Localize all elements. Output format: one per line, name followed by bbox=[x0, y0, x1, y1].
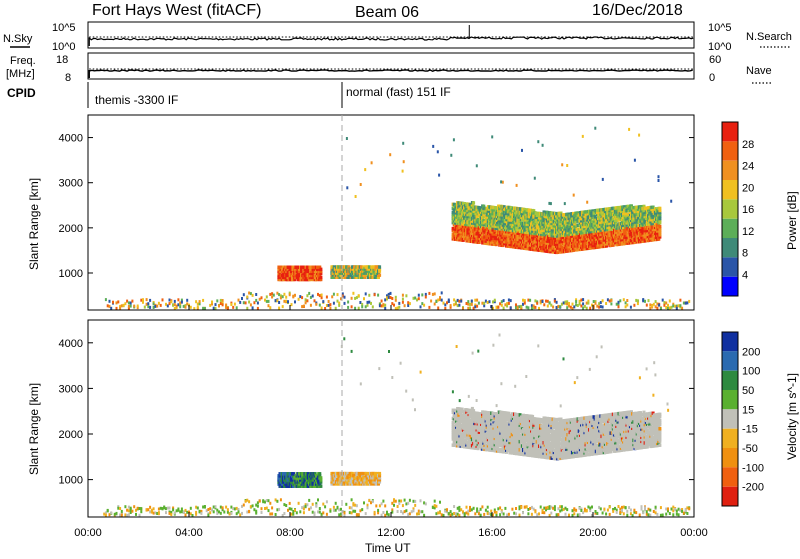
date-title: 16/Dec/2018 bbox=[592, 2, 683, 19]
nsky-trace bbox=[89, 25, 694, 46]
colorbar-tick: 15 bbox=[742, 404, 754, 416]
x-tick-label: 12:00 bbox=[377, 527, 405, 539]
nsky-tick-bottom: 10^0 bbox=[52, 41, 76, 53]
velocity-heatmap bbox=[103, 334, 690, 518]
x-tick-label: 16:00 bbox=[478, 527, 506, 539]
station-title: Fort Hays West (fitACF) bbox=[92, 2, 262, 19]
colorbar-tick: 28 bbox=[742, 139, 754, 151]
nave-tick-bottom: 0 bbox=[709, 72, 715, 84]
freq-trace bbox=[89, 69, 694, 78]
y-tick-label: 3000 bbox=[59, 178, 83, 190]
y-tick-label: 1000 bbox=[59, 268, 83, 280]
velocity-ylabel: Slant Range [km] bbox=[27, 383, 41, 475]
beam-title: Beam 06 bbox=[355, 4, 419, 21]
freq-panel: Freq. [MHz] 18 8 60 0 Nave bbox=[6, 53, 772, 84]
x-axis-label: Time UT bbox=[365, 541, 411, 554]
nsky-label: N.Sky bbox=[3, 33, 33, 45]
x-tick-label: 00:00 bbox=[680, 527, 708, 539]
nsearch-tick-top: 10^5 bbox=[708, 22, 732, 34]
freq-label: Freq. bbox=[10, 55, 36, 67]
x-tick-label: 08:00 bbox=[276, 527, 304, 539]
x-tick-label: 20:00 bbox=[579, 527, 607, 539]
power-heatmap bbox=[105, 127, 690, 310]
cpid-segment-1: themis -3300 IF bbox=[95, 93, 178, 107]
nave-tick-top: 60 bbox=[709, 54, 721, 66]
colorbar-tick: 20 bbox=[742, 182, 754, 194]
colorbar-tick: -200 bbox=[742, 482, 764, 494]
velocity-colorbar-label: Velocity [m s^-1] bbox=[785, 373, 799, 460]
nave-label: Nave bbox=[746, 65, 772, 77]
y-tick-label: 4000 bbox=[59, 133, 83, 145]
power-ylabel: Slant Range [km] bbox=[27, 178, 41, 270]
x-tick-label: 04:00 bbox=[175, 527, 203, 539]
colorbar-tick: 50 bbox=[742, 385, 754, 397]
colorbar-tick: 8 bbox=[742, 248, 748, 260]
y-tick-label: 4000 bbox=[59, 338, 83, 350]
cpid-segment-2: normal (fast) 151 IF bbox=[346, 85, 451, 99]
power-colorbar: 4 8 12 16 20 24 28 Power [dB] bbox=[722, 122, 799, 296]
colorbar-tick: 100 bbox=[742, 366, 760, 378]
velocity-panel: 1000 2000 3000 4000 Slant Range [km] 00:00 0… bbox=[27, 305, 708, 554]
nsky-tick-top: 10^5 bbox=[52, 22, 76, 34]
colorbar-tick: 4 bbox=[742, 269, 748, 281]
y-tick-label: 1000 bbox=[59, 475, 83, 487]
y-tick-label: 3000 bbox=[59, 383, 83, 395]
nsearch-label: N.Search bbox=[746, 31, 792, 43]
colorbar-tick: 12 bbox=[742, 226, 754, 238]
colorbar-tick: 16 bbox=[742, 204, 754, 216]
nsearch-tick-bottom: 10^0 bbox=[708, 41, 732, 53]
nsky-panel: N.Sky 10^5 10^0 10^5 10^0 N.Search bbox=[3, 22, 792, 53]
cpid-label: CPID bbox=[7, 86, 36, 100]
colorbar-tick: 200 bbox=[742, 346, 760, 358]
colorbar-tick: -15 bbox=[742, 424, 758, 436]
power-panel: 1000 2000 3000 4000 Slant Range [km] bbox=[27, 115, 694, 310]
colorbar-tick: 24 bbox=[742, 161, 754, 173]
y-tick-label: 2000 bbox=[59, 223, 83, 235]
velocity-colorbar: 200 100 50 15 -15 -50 -100 -200 Velocity [m s^-… bbox=[722, 332, 799, 506]
freq-tick-top: 18 bbox=[56, 54, 68, 66]
y-tick-label: 2000 bbox=[59, 429, 83, 441]
colorbar-tick: -50 bbox=[742, 443, 758, 455]
colorbar-tick: -100 bbox=[742, 462, 764, 474]
freq-tick-bottom: 8 bbox=[65, 72, 71, 84]
power-colorbar-label: Power [dB] bbox=[785, 191, 799, 250]
freq-unit-label: [MHz] bbox=[6, 68, 35, 80]
x-tick-label: 00:00 bbox=[74, 527, 102, 539]
cpid-panel: CPID themis -3300 IF normal (fast) 151 I… bbox=[7, 82, 451, 108]
